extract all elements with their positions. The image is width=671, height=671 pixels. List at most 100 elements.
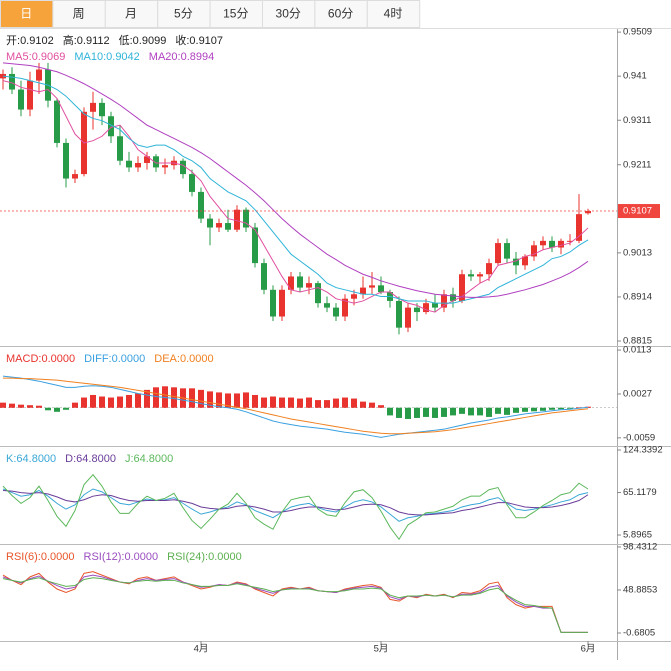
candle-body <box>243 209 249 228</box>
candle-body <box>378 285 384 293</box>
y-tick-label: 124.3392 <box>623 445 663 456</box>
readout-name: J: <box>125 453 134 465</box>
readout-value: 0.0000 <box>41 353 75 365</box>
y-tick-label: 48.8853 <box>623 584 657 595</box>
candle-body <box>270 289 276 317</box>
y-tick-label: 0.0113 <box>623 345 651 356</box>
readout-value: 0.9069 <box>32 51 66 63</box>
macd-bar <box>99 396 105 408</box>
macd-bar <box>576 407 582 408</box>
tab[interactable] <box>366 0 421 28</box>
candle-body <box>234 209 240 230</box>
readout-value: 0.0000 <box>208 551 242 563</box>
candle-body <box>9 73 15 90</box>
macd-bar <box>162 386 168 408</box>
candle-body <box>360 287 366 295</box>
candle-body <box>207 218 213 228</box>
readout-value: 0.9042 <box>106 51 140 63</box>
candle-body <box>189 174 195 192</box>
macd-bar <box>477 407 483 416</box>
y-tick-label: 0.9509 <box>623 27 652 38</box>
macd-bar <box>72 402 78 408</box>
readout-name: MA20: <box>149 51 181 63</box>
macd-bar <box>324 400 330 408</box>
macd-bar <box>522 407 528 412</box>
candle-body <box>495 243 501 264</box>
macd-bar <box>450 407 456 416</box>
readout-name: MA5: <box>6 51 32 63</box>
readout-name: 低: <box>119 34 133 47</box>
readout-value: 0.9112 <box>77 35 110 47</box>
macd-bar <box>441 407 447 417</box>
macd-bar <box>432 407 438 418</box>
candle-body <box>585 211 591 214</box>
tab-label: 15分 <box>223 7 248 21</box>
candle-body <box>279 289 285 317</box>
y-tick-label: 0.941 <box>623 71 647 82</box>
candle-body <box>252 227 258 264</box>
tab[interactable] <box>209 0 264 28</box>
y-tick-label: -0.0059 <box>623 432 655 443</box>
macd-bar <box>279 397 285 408</box>
macd-bar <box>513 407 519 413</box>
candle-body <box>135 162 141 168</box>
candle-body <box>549 240 555 248</box>
tab[interactable] <box>314 0 368 28</box>
readout-value: 0.9102 <box>20 35 54 47</box>
candle-body <box>576 214 582 241</box>
candle-body <box>126 160 132 168</box>
candle-body <box>198 191 204 219</box>
tab[interactable] <box>52 0 106 28</box>
candle-body <box>90 102 96 112</box>
tab-label: 周 <box>73 7 85 21</box>
candle-body <box>288 276 294 290</box>
macd-bar <box>252 394 258 408</box>
tab-label: 月 <box>125 7 137 21</box>
candle-body <box>468 274 474 277</box>
ma-line <box>2 62 589 298</box>
macd-bar <box>234 393 240 408</box>
macd-bar <box>0 402 6 408</box>
macd-bar <box>126 394 132 408</box>
readout-value: 64.8000 <box>76 453 116 465</box>
candle-body <box>144 156 150 163</box>
readout-name: 开: <box>6 35 20 47</box>
indicator-line <box>2 577 588 633</box>
macd-bar <box>216 392 222 408</box>
readout-name: DIFF: <box>84 353 112 365</box>
candle-body <box>369 285 375 288</box>
macd-bar <box>225 393 231 408</box>
tab-label: 日 <box>20 7 32 21</box>
macd-bar <box>261 397 267 408</box>
candle-body <box>162 165 168 168</box>
macd-bar <box>144 389 150 408</box>
tab-label: 5分 <box>174 7 193 21</box>
tab[interactable] <box>104 0 159 28</box>
macd-bar <box>567 407 573 409</box>
candle-body <box>153 156 159 168</box>
readout-name: RSI(24): <box>167 551 208 563</box>
tab-label: 4时 <box>384 7 403 21</box>
candle-body <box>333 307 339 317</box>
macd-bar <box>54 407 60 412</box>
x-tick-label: 5月 <box>374 644 389 655</box>
macd-bar <box>108 397 114 408</box>
candle-body <box>117 136 123 161</box>
candle-body <box>396 300 402 328</box>
macd-line <box>3 377 589 435</box>
candle-body <box>27 80 33 110</box>
tab[interactable] <box>262 0 316 28</box>
macd-bar <box>90 394 96 408</box>
macd-bar <box>198 389 204 408</box>
candle-body <box>450 294 456 301</box>
last-price-box <box>618 204 660 219</box>
macd-bar <box>288 397 294 408</box>
tab[interactable] <box>0 0 54 28</box>
macd-bar <box>405 407 411 419</box>
candle-body <box>72 174 78 179</box>
macd-bar <box>558 407 564 410</box>
readout-value: 0.0000 <box>124 551 158 563</box>
readout-value: 0.0000 <box>112 353 146 365</box>
macd-bar <box>18 404 24 408</box>
